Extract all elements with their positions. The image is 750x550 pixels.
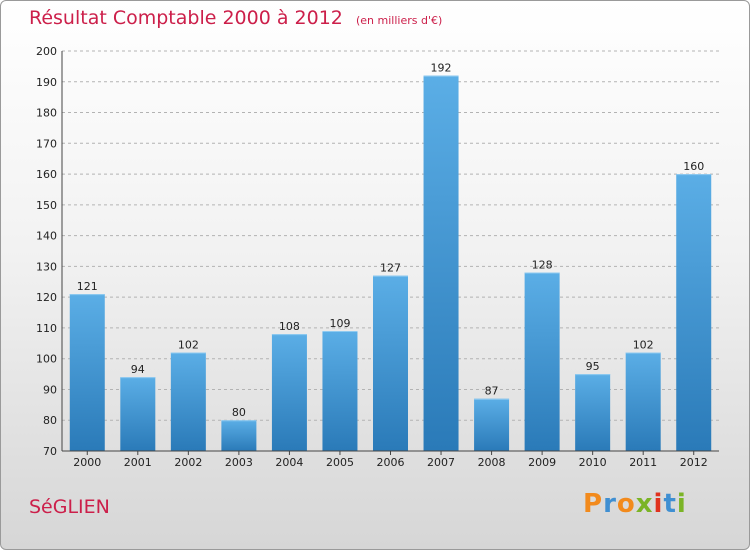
x-tick-label-2002: 2002 [174,456,202,469]
value-label-2004: 108 [279,320,300,333]
bar-2010[interactable] [575,374,611,451]
bar-2001[interactable] [120,377,156,451]
logo-letter: o [616,489,636,519]
value-label-2008: 87 [485,385,499,398]
value-label-2006: 127 [380,262,401,275]
logo-letter: P [583,489,604,519]
x-tick-label-2010: 2010 [579,456,607,469]
value-label-2005: 109 [329,317,350,330]
y-tick-label: 180 [36,107,57,120]
logo-letter: i [676,489,687,519]
axis-layer: 7080901001101201301401501601701801902001… [36,45,719,469]
value-label-2012: 160 [683,160,704,173]
x-tick-label-2001: 2001 [124,456,152,469]
x-tick-label-2006: 2006 [377,456,405,469]
logo-letter: t [663,489,677,519]
x-tick-label-2005: 2005 [326,456,354,469]
x-tick-label-2007: 2007 [427,456,455,469]
value-label-2009: 128 [532,259,553,272]
logo-letter: i [653,489,664,519]
y-tick-label: 130 [36,260,57,273]
bar-2008[interactable] [474,398,510,451]
value-label-2007: 192 [431,62,452,75]
value-label-2002: 102 [178,339,199,352]
value-label-2003: 80 [232,406,246,419]
bar-2009[interactable] [524,272,560,451]
y-tick-label: 140 [36,230,57,243]
y-tick-label: 170 [36,137,57,150]
y-tick-label: 160 [36,168,57,181]
x-tick-label-2000: 2000 [73,456,101,469]
x-tick-label-2008: 2008 [478,456,506,469]
y-tick-label: 100 [36,353,57,366]
proxiti-logo[interactable]: Proxiti [583,489,687,519]
y-tick-label: 190 [36,76,57,89]
bar-2004[interactable] [271,334,307,451]
title-row: Résultat Comptable 2000 à 2012 (en milli… [29,7,442,29]
value-label-2001: 94 [131,363,145,376]
x-tick-label-2011: 2011 [629,456,657,469]
x-tick-label-2012: 2012 [680,456,708,469]
x-tick-label-2003: 2003 [225,456,253,469]
chart-subtitle: (en milliers d'€) [355,14,443,27]
chart-title: Résultat Comptable 2000 à 2012 [29,7,343,29]
bar-layer [69,75,712,452]
bar-2003[interactable] [221,420,257,451]
y-tick-label: 120 [36,291,57,304]
bar-2006[interactable] [373,275,408,451]
bar-2002[interactable] [170,352,206,451]
y-tick-label: 80 [43,414,57,427]
value-label-2011: 102 [633,339,654,352]
y-tick-label: 150 [36,199,57,212]
bar-2005[interactable] [322,331,358,451]
logo-letter: r [603,489,617,519]
commune-name: SéGLIEN [29,496,110,518]
logo-letter: x [635,489,654,519]
x-tick-label-2009: 2009 [528,456,556,469]
bar-2011[interactable] [625,352,661,451]
y-tick-label: 200 [36,45,57,58]
bar-2007[interactable] [423,75,459,451]
value-label-2000: 121 [77,280,98,293]
y-tick-label: 70 [43,445,57,458]
bar-2012[interactable] [676,174,712,452]
y-tick-label: 90 [43,383,57,396]
x-tick-label-2004: 2004 [275,456,303,469]
bar-2000[interactable] [69,294,105,451]
value-label-2010: 95 [586,360,600,373]
y-tick-label: 110 [36,322,57,335]
